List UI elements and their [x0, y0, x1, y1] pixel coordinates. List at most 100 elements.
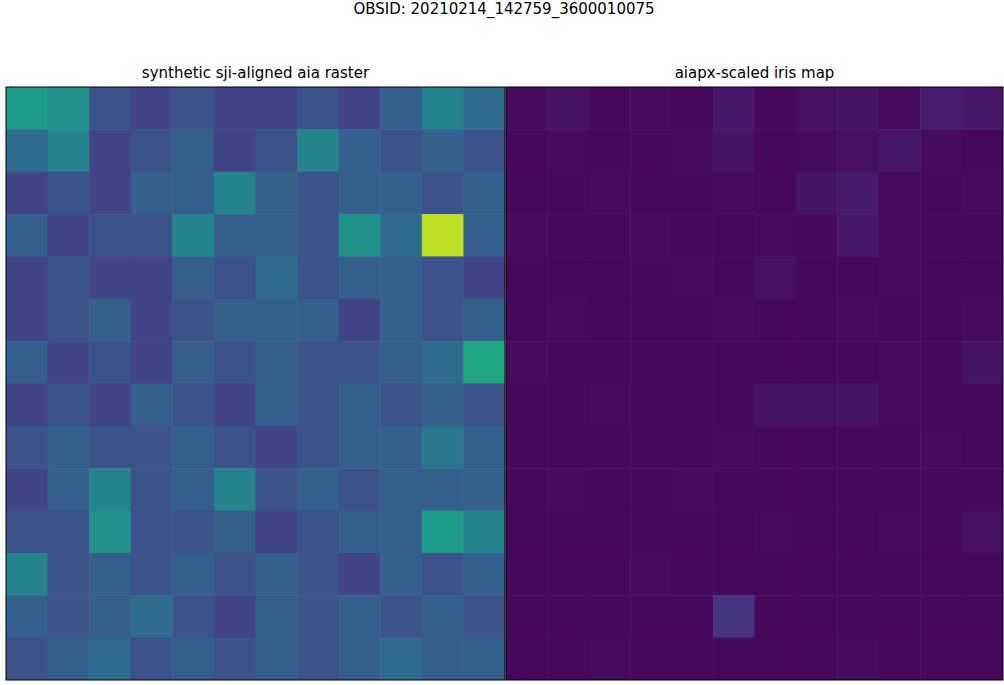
heatmap-cell — [920, 553, 962, 596]
heatmap-cell — [796, 87, 838, 130]
heatmap-cell — [920, 129, 962, 172]
heatmap-cell — [879, 256, 921, 299]
heatmap-cell — [672, 341, 714, 384]
heatmap-cell — [422, 256, 464, 299]
panel-title: aiapx-scaled iris map — [675, 64, 835, 82]
heatmap-cell — [172, 426, 214, 469]
heatmap-cell — [48, 214, 90, 257]
heatmap-cell — [422, 595, 464, 638]
heatmap-cell — [755, 87, 797, 130]
heatmap-cell — [6, 553, 48, 596]
heatmap-cell — [962, 511, 1003, 554]
heatmap-cell — [589, 426, 631, 469]
heatmap-cell — [6, 299, 48, 342]
heatmap-cell — [89, 129, 131, 172]
heatmap-cell — [339, 129, 381, 172]
heatmap-cell — [380, 553, 422, 596]
heatmap-cell — [630, 172, 672, 215]
heatmap-cell — [48, 172, 90, 215]
heatmap-cell — [48, 468, 90, 511]
heatmap-cell — [506, 595, 548, 638]
heatmap-cell — [547, 129, 589, 172]
heatmap-cell — [837, 384, 879, 427]
heatmap-cell — [837, 299, 879, 342]
heatmap-cell — [962, 341, 1003, 384]
heatmap-cell — [89, 426, 131, 469]
heatmap-cell — [380, 172, 422, 215]
heatmap-cell — [463, 299, 505, 342]
heatmap-cell — [131, 426, 173, 469]
heatmap-cell — [339, 87, 381, 130]
heatmap-cell — [837, 87, 879, 130]
heatmap-cell — [256, 511, 298, 554]
heatmap-cell — [214, 214, 256, 257]
heatmap-cell — [589, 638, 631, 680]
heatmap-cell — [256, 553, 298, 596]
heatmap-cell — [879, 172, 921, 215]
heatmap-cell — [962, 384, 1003, 427]
heatmap-cell — [879, 511, 921, 554]
heatmap-cell — [297, 638, 339, 680]
heatmap-cell — [463, 87, 505, 130]
heatmap-cell — [672, 256, 714, 299]
heatmap-cell — [879, 129, 921, 172]
heatmap-cell — [339, 553, 381, 596]
heatmap-cell — [297, 511, 339, 554]
heatmap-cell — [879, 384, 921, 427]
heatmap-cell — [214, 256, 256, 299]
heatmap-cell — [339, 638, 381, 680]
heatmap-cell — [89, 384, 131, 427]
heatmap-cell — [837, 553, 879, 596]
heatmap-cell — [131, 384, 173, 427]
heatmap-cell — [962, 214, 1003, 257]
heatmap-cell — [131, 129, 173, 172]
heatmap-cell — [796, 299, 838, 342]
heatmap-cell — [131, 172, 173, 215]
heatmap-cell — [6, 384, 48, 427]
heatmap-cell — [755, 172, 797, 215]
heatmap-cell — [547, 256, 589, 299]
heatmap-cell — [837, 172, 879, 215]
heatmap-cell — [89, 638, 131, 680]
heatmap-cell — [547, 638, 589, 680]
heatmap-cell — [879, 595, 921, 638]
figure: OBSID: 20210214_142759_3600010075synthet… — [0, 0, 1004, 685]
heatmap-cell — [214, 384, 256, 427]
heatmap-cell — [380, 511, 422, 554]
heatmap-cell — [89, 256, 131, 299]
heatmap-cell — [672, 553, 714, 596]
heatmap-cell — [463, 341, 505, 384]
heatmap-cell — [630, 638, 672, 680]
heatmap-cell — [589, 214, 631, 257]
heatmap-cell — [6, 511, 48, 554]
heatmap-cell — [89, 299, 131, 342]
heatmap-cell — [172, 256, 214, 299]
heatmap-cell — [131, 553, 173, 596]
heatmap-cell — [713, 172, 755, 215]
heatmap-cell — [256, 214, 298, 257]
heatmap-cell — [547, 87, 589, 130]
heatmap-cell — [422, 341, 464, 384]
heatmap-cell — [463, 256, 505, 299]
heatmap-cell — [796, 595, 838, 638]
heatmap-cell — [48, 341, 90, 384]
heatmap-cell — [713, 384, 755, 427]
heatmap-cell — [131, 214, 173, 257]
heatmap-cell — [422, 468, 464, 511]
panel-title: synthetic sji-aligned aia raster — [142, 64, 370, 82]
heatmap-cell — [630, 595, 672, 638]
heatmap-cell — [463, 511, 505, 554]
heatmap-cell — [339, 299, 381, 342]
heatmap-cell — [380, 299, 422, 342]
heatmap-cell — [297, 172, 339, 215]
heatmap-cell — [339, 214, 381, 257]
heatmap-cell — [796, 172, 838, 215]
heatmap-cell — [214, 426, 256, 469]
heatmap-cell — [131, 638, 173, 680]
heatmap-cell — [755, 595, 797, 638]
heatmap-cell — [920, 638, 962, 680]
heatmap-cell — [837, 129, 879, 172]
heatmap-cell — [713, 341, 755, 384]
heatmap-cell — [755, 384, 797, 427]
heatmap-cell — [796, 341, 838, 384]
